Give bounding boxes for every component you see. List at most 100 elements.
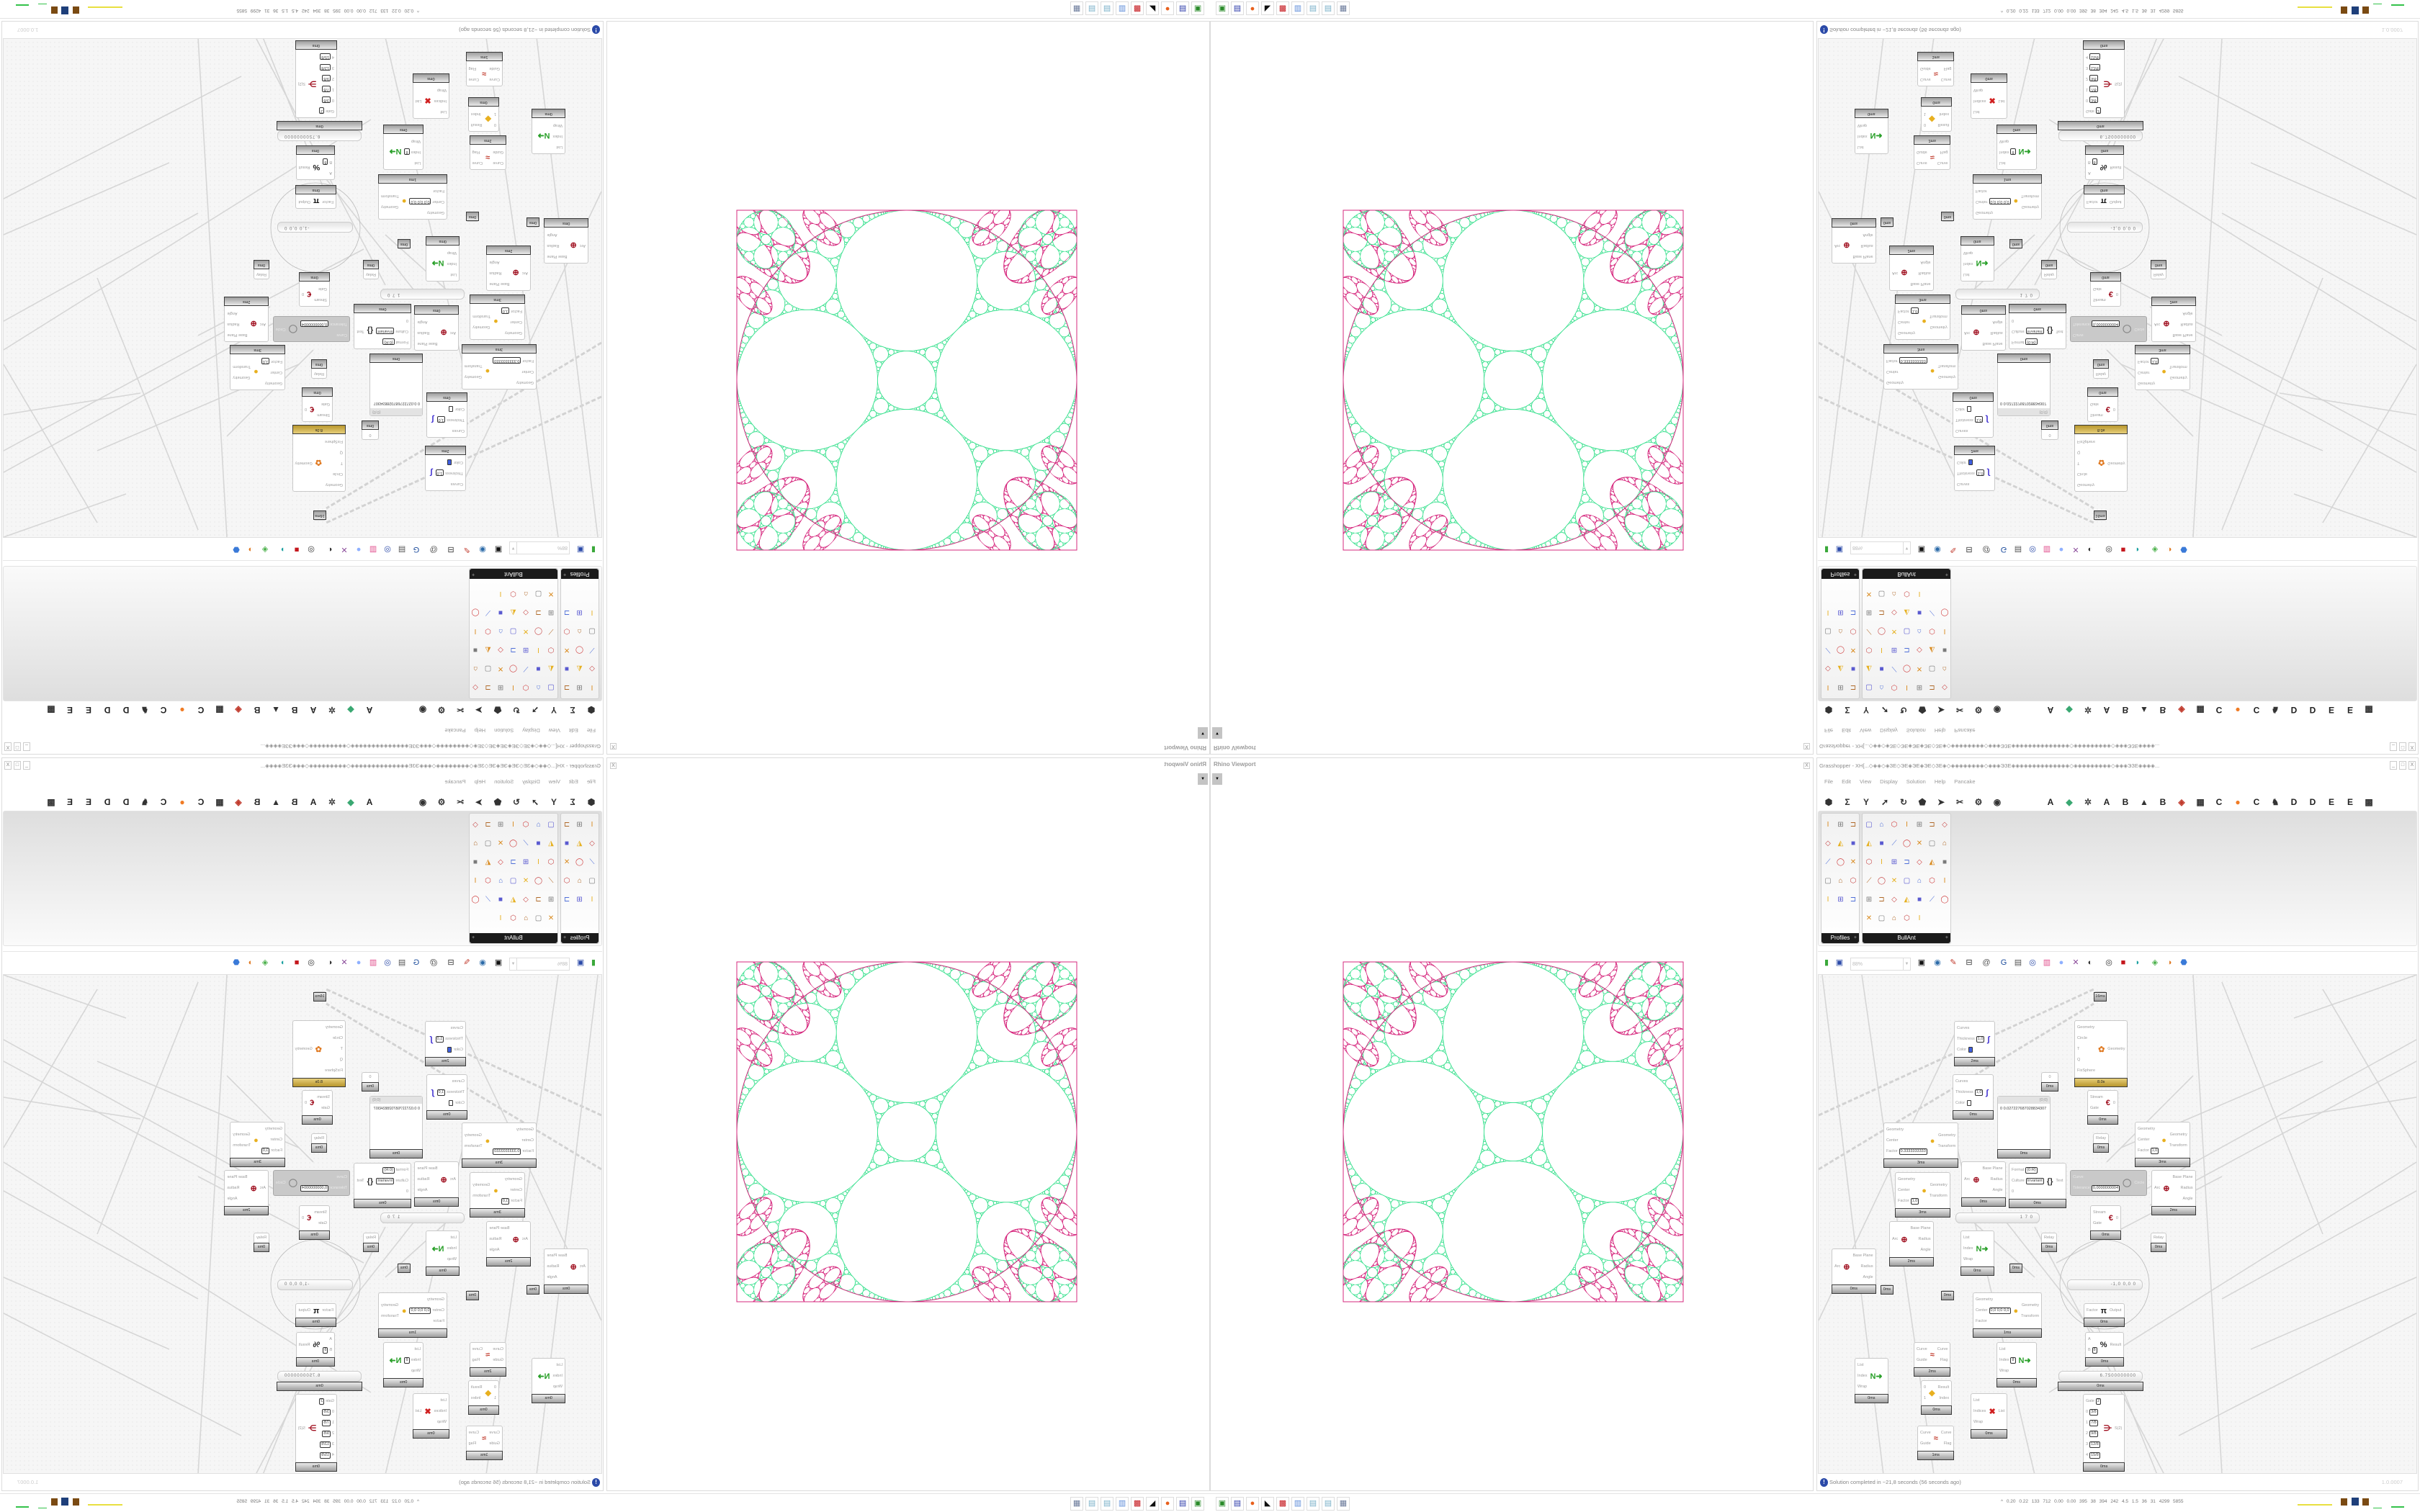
input-param[interactable]: Color [437, 1098, 465, 1109]
param-value[interactable]: 8 [404, 148, 410, 155]
param-node[interactable]: Relay 0ms [2151, 1233, 2167, 1252]
input-param[interactable]: Wrap [1999, 1366, 2016, 1377]
color-swatch[interactable] [447, 459, 452, 466]
output-param[interactable]: Angle [227, 307, 247, 318]
output-param[interactable]: 0 [302, 1213, 304, 1224]
input-param[interactable]: List [553, 141, 563, 152]
tab-e[interactable]: E [86, 705, 92, 715]
input-param[interactable]: Tolerance0,0000000004 [300, 318, 347, 329]
component-icon[interactable]: ◭ [1904, 608, 1910, 616]
input-param[interactable]: 1 [1924, 108, 1926, 119]
display-eye-icon[interactable]: ◉ [1993, 705, 2002, 715]
tab-c[interactable]: C [2253, 797, 2260, 807]
input-param[interactable]: Indices [434, 95, 447, 106]
tab-d[interactable]: D [2309, 797, 2316, 807]
red-app-icon[interactable]: ▩ [1131, 1, 1144, 15]
component-icon[interactable]: ⟋ [1866, 877, 1872, 885]
menu-solution[interactable]: Solution [494, 727, 514, 734]
param-node[interactable]: 0ms [1881, 1284, 1894, 1295]
input-param[interactable]: Stream [317, 409, 330, 420]
component-icon[interactable]: ◇ [589, 840, 595, 847]
component-icon[interactable]: ⬡ [485, 877, 491, 885]
input-param[interactable]: Wrap [434, 84, 447, 95]
output-param[interactable]: Curve [472, 1344, 483, 1355]
email-icon[interactable]: @ [1982, 958, 1991, 967]
output-param[interactable]: Text [357, 1176, 364, 1187]
component-icon[interactable]: ⊞ [1837, 608, 1844, 616]
output-param[interactable]: Radius [417, 327, 437, 338]
output-param[interactable]: Index [471, 108, 483, 119]
param-value[interactable]: 7/8 [322, 86, 331, 92]
component-icon[interactable]: ✕ [522, 877, 529, 885]
input-param[interactable]: Gate2 [319, 105, 334, 116]
component-icon[interactable]: ⌂ [536, 821, 541, 829]
param-node[interactable]: 0 0ms [2041, 420, 2058, 440]
input-param[interactable]: Center [1898, 316, 1919, 327]
input-param[interactable]: Curves [437, 1076, 465, 1087]
input-param[interactable]: Geometry [325, 479, 343, 490]
slider-track[interactable]: 1 7 0 [380, 1212, 465, 1223]
menu-edit[interactable]: Edit [568, 727, 578, 734]
input-param[interactable]: Guide [1920, 1439, 1931, 1449]
input-param[interactable]: Geometry [1976, 207, 2011, 217]
param-value[interactable]: 3/8 [322, 96, 331, 103]
sketch-pen-icon[interactable]: ✎ [463, 958, 470, 967]
param-value[interactable]: 12/8 [320, 64, 331, 71]
component-icon[interactable]: ◯ [1902, 840, 1912, 847]
param-value[interactable]: 7/8 [2089, 86, 2098, 92]
transform-icon[interactable]: ⚙ [437, 797, 446, 807]
output-param[interactable]: Flag [1941, 1439, 1952, 1449]
output-param[interactable]: Geometry [1930, 1180, 1948, 1191]
input-param[interactable]: Indices [1973, 1406, 1986, 1417]
mesh-icon[interactable]: ➤ [1937, 705, 1945, 715]
param-node[interactable]: Relay 0ms [362, 260, 379, 279]
output-param[interactable]: Angle [1982, 316, 2003, 327]
panel-label[interactable]: Profiles [1821, 933, 1859, 943]
notepad-icon[interactable]: ▤ [1322, 1497, 1335, 1511]
panel-label[interactable]: BullAnt [1863, 569, 1950, 579]
output-param[interactable]: Transform [2021, 1311, 2039, 1322]
input-param[interactable]: List [1857, 1360, 1867, 1371]
input-param[interactable]: Thickness1,0 [435, 1034, 463, 1045]
component-icon[interactable]: I [591, 896, 593, 904]
output-param[interactable]: 0 [2113, 404, 2115, 415]
input-param[interactable]: Guide [1917, 1355, 1927, 1366]
component-icon[interactable]: ⊞ [576, 896, 583, 904]
component-icon[interactable]: ⊐ [535, 896, 542, 904]
output-param[interactable]: S(2) [298, 78, 305, 89]
component-icon[interactable]: ◇ [1891, 896, 1897, 904]
input-param[interactable]: Format{0:R} [2012, 1165, 2044, 1176]
input-param[interactable]: Factor [1976, 1316, 2011, 1327]
component-node[interactable]: List Index Wrap N➜ 0ms [532, 1358, 565, 1403]
minimize-button[interactable]: _ [23, 742, 30, 751]
panel-node[interactable]: {0;0} 0 0.027227687028834307 0ms [369, 354, 423, 416]
zoom-extents-icon[interactable]: ▣ [1917, 545, 1926, 554]
component-icon[interactable]: ⊐ [1850, 608, 1857, 616]
input-param[interactable]: Geometry [261, 377, 282, 388]
param-node[interactable]: 0ms [526, 217, 539, 228]
component-icon[interactable]: ◇ [1891, 608, 1897, 616]
number-slider[interactable]: -1,0 0,0 0 [2067, 1279, 2143, 1290]
tab-c[interactable]: C [160, 797, 167, 807]
component-node[interactable]: List Indices Wrap ✖ List 0ms [1971, 73, 2008, 119]
rooster-icon[interactable]: ♞ [2271, 797, 2280, 807]
output-param[interactable]: Radius [1982, 327, 2002, 338]
component-icon[interactable]: ⟋ [589, 858, 595, 866]
param-node[interactable]: Relay 0ms [2151, 260, 2167, 279]
input-param[interactable]: Gate [314, 283, 327, 294]
color-swatch[interactable] [1968, 1046, 1973, 1053]
component-node[interactable]: Arc ⊕ Base Plane Radius Angle 0ms [1832, 218, 1876, 264]
panel-node[interactable]: {0;0} 0 0.027227687028834307 0ms [369, 1096, 423, 1158]
sigma-icon[interactable]: Σ [570, 705, 575, 715]
input-param[interactable]: Factor1,0 [261, 1146, 282, 1156]
input-param[interactable]: Gate [314, 1218, 327, 1229]
component-icon[interactable]: ◭ [485, 646, 491, 654]
input-param[interactable]: Geometry [493, 377, 534, 387]
grid-icon[interactable]: ▦ [215, 797, 224, 807]
